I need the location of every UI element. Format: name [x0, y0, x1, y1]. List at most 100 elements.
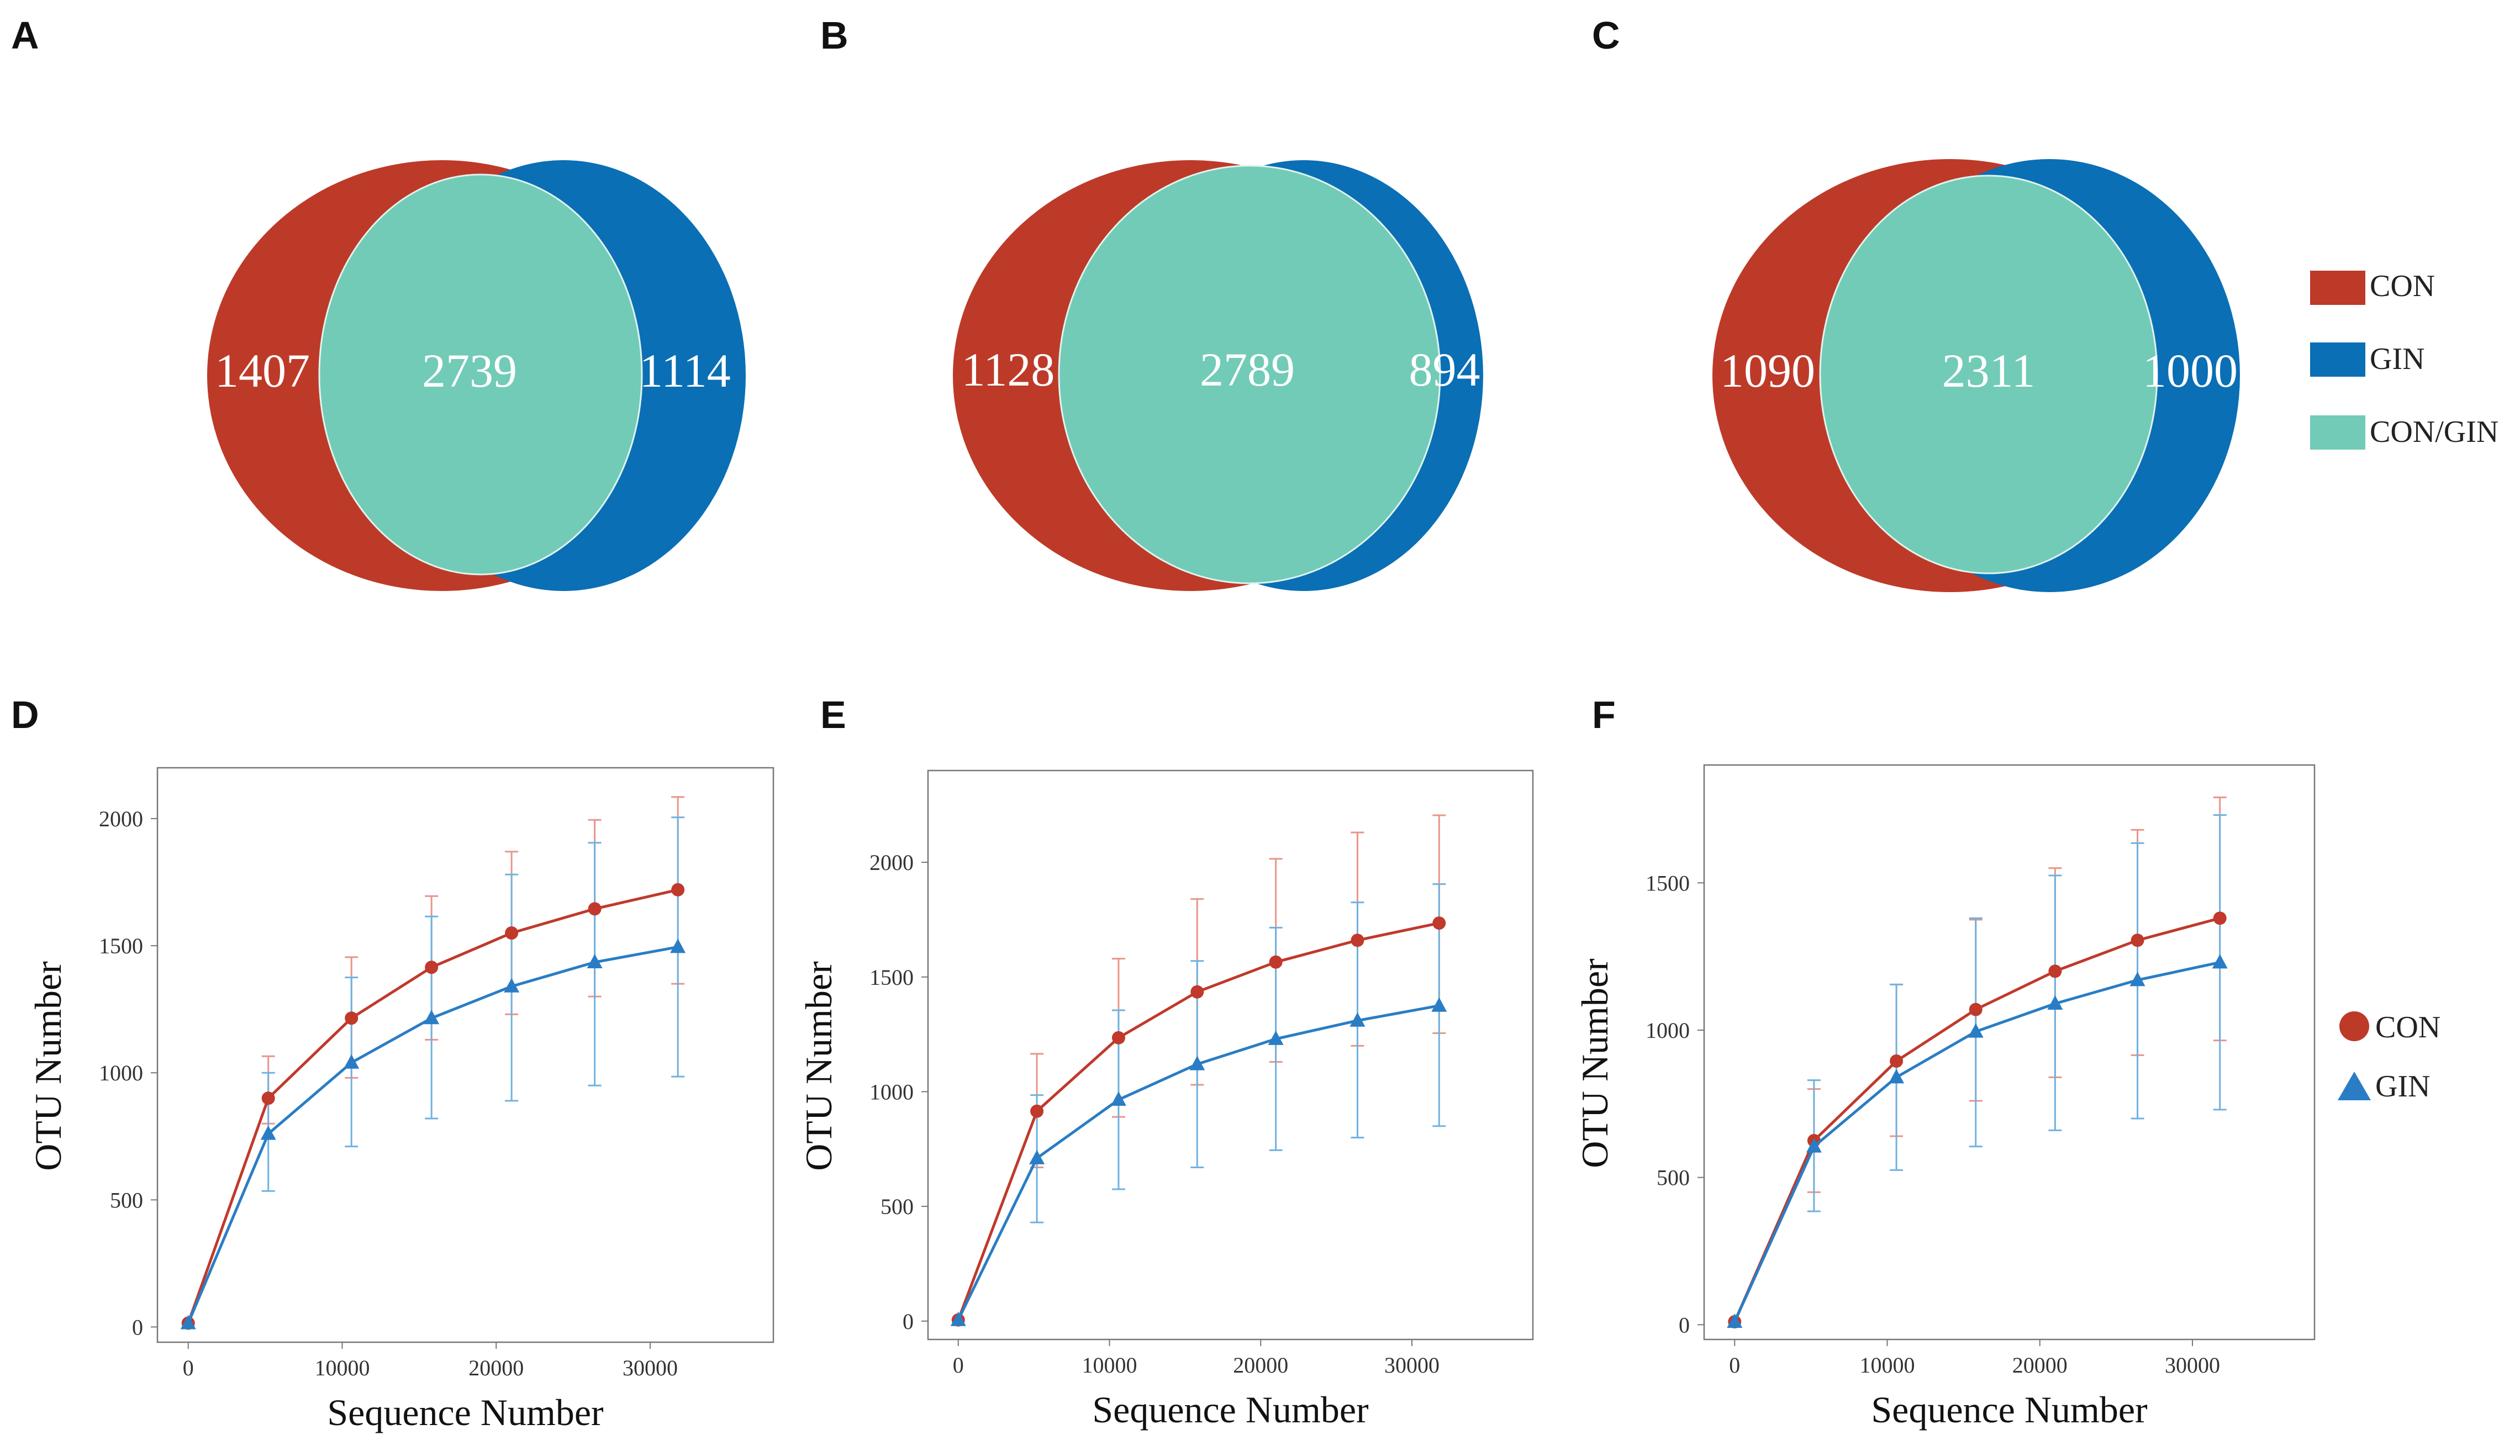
venn-a-shared-count: 2739: [422, 344, 517, 397]
point-e-con-5: [1351, 933, 1364, 947]
point-d-gin-1: [260, 1125, 276, 1140]
y-tick-label-d-3: 1500: [99, 933, 143, 958]
y-tick-label-e-2: 1000: [869, 1079, 914, 1104]
point-f-gin-0: [1727, 1313, 1743, 1328]
point-d-gin-0: [180, 1315, 196, 1330]
venn-a-con-count: 1407: [215, 344, 310, 397]
curve-legend-con-label: CON: [2375, 1010, 2440, 1044]
x-axis-title-e: Sequence Number: [1092, 1389, 1369, 1431]
point-d-con-1: [261, 1091, 275, 1105]
point-e-con-4: [1269, 955, 1283, 969]
x-tick-label-d-1: 10000: [315, 1355, 370, 1380]
point-d-gin-5: [587, 954, 603, 969]
point-e-con-6: [1432, 916, 1446, 930]
point-d-gin-6: [670, 938, 686, 953]
venn-b-shared-count: 2789: [1200, 343, 1295, 396]
venn-legend-gin-label: GIN: [2370, 342, 2425, 376]
series-line-e-con: [957, 921, 1440, 1321]
y-tick-label-f-2: 1000: [1646, 1018, 1690, 1043]
series-line-d-gin: [187, 945, 678, 1324]
point-e-con-2: [1111, 1031, 1125, 1044]
point-e-gin-6: [1431, 997, 1447, 1012]
x-axis-title-f: Sequence Number: [1871, 1389, 2148, 1431]
point-d-gin-3: [424, 1010, 440, 1025]
y-axis-title-e: OTU Number: [798, 961, 840, 1171]
venn-a-overlap: [318, 173, 643, 576]
point-e-con-1: [1030, 1104, 1044, 1118]
curve-legend: CON GIN: [2338, 1010, 2440, 1104]
venn-diagram-a: 1407 2739 1114: [207, 160, 746, 591]
panel-label-f: F: [1592, 693, 1616, 736]
panel-label-b: B: [820, 14, 848, 57]
point-f-gin-3: [1968, 1023, 1984, 1038]
series-line-d-con: [187, 888, 678, 1324]
point-e-con-3: [1190, 985, 1204, 999]
x-axis-title-d: Sequence Number: [327, 1391, 604, 1433]
y-tick-label-f-0: 0: [1679, 1312, 1690, 1337]
venn-c-gin-count: 1000: [2143, 344, 2238, 397]
point-d-con-3: [425, 961, 439, 974]
plot-frame-f: [1703, 764, 2316, 1341]
y-tick-label-d-1: 500: [110, 1188, 143, 1212]
point-d-gin-2: [344, 1054, 360, 1069]
venn-c-overlap: [1819, 175, 2158, 574]
venn-legend-shared-label: CON/GIN: [2370, 415, 2498, 449]
point-f-con-6: [2213, 911, 2227, 925]
point-d-con-4: [505, 926, 519, 940]
plot-frame-d: [156, 767, 774, 1343]
point-e-gin-0: [950, 1311, 966, 1326]
point-d-gin-4: [504, 978, 520, 993]
venn-diagram-b: 1128 2789 894: [953, 160, 1483, 591]
x-tick-label-f-1: 10000: [1860, 1353, 1915, 1378]
venn-legend-shared-swatch: [2310, 415, 2365, 450]
point-f-gin-2: [1889, 1069, 1905, 1084]
plot-frame-e: [927, 769, 1534, 1341]
y-tick-label-e-4: 2000: [869, 850, 914, 875]
y-tick-label-d-2: 1000: [99, 1061, 143, 1085]
y-axis-title-f: OTU Number: [1574, 958, 1616, 1168]
y-tick-label-f-3: 1500: [1646, 871, 1690, 895]
y-tick-label-e-0: 0: [903, 1309, 914, 1334]
venn-b-overlap: [1058, 165, 1441, 584]
venn-legend-con-label: CON: [2370, 269, 2435, 303]
point-e-gin-3: [1189, 1056, 1205, 1070]
venn-legend-gin-swatch: [2310, 342, 2365, 377]
venn-diagram-c: 1090 2311 1000: [1712, 159, 2240, 592]
y-axis-title-d: OTU Number: [27, 961, 69, 1171]
x-tick-label-e-0: 0: [953, 1353, 964, 1378]
point-f-gin-5: [2129, 972, 2145, 987]
curve-legend-gin-marker: [2338, 1072, 2371, 1100]
x-tick-label-e-2: 20000: [1233, 1353, 1288, 1378]
y-tick-label-d-4: 2000: [99, 806, 143, 831]
point-d-con-5: [588, 902, 602, 916]
venn-a-gin-count: 1114: [639, 344, 731, 397]
point-f-gin-6: [2212, 954, 2228, 969]
venn-c-con-count: 1090: [1720, 344, 1815, 397]
point-f-con-2: [1890, 1054, 1904, 1068]
y-tick-label-d-0: 0: [132, 1315, 143, 1339]
x-tick-label-e-3: 30000: [1384, 1353, 1440, 1378]
x-tick-label-d-0: 0: [183, 1355, 194, 1380]
x-tick-label-e-1: 10000: [1082, 1353, 1137, 1378]
venn-b-gin-count: 894: [1409, 343, 1480, 396]
point-e-gin-1: [1029, 1149, 1045, 1164]
venn-legend-con-swatch: [2310, 271, 2365, 305]
point-f-con-3: [1969, 1003, 1983, 1016]
point-e-gin-4: [1268, 1030, 1284, 1045]
panel-label-c: C: [1592, 14, 1620, 57]
y-tick-label-f-1: 500: [1657, 1165, 1690, 1190]
point-f-con-5: [2131, 933, 2144, 947]
point-e-gin-5: [1349, 1012, 1366, 1027]
venn-b-con-count: 1128: [962, 343, 1055, 396]
point-d-con-2: [345, 1011, 359, 1025]
rarefaction-chart-f: 0 500 1000 1500 0 10000 20000 30000 Sequence Num…: [1574, 764, 2316, 1431]
x-tick-label-d-2: 20000: [468, 1355, 524, 1380]
panel-label-d: D: [11, 693, 39, 736]
panel-label-e: E: [820, 693, 846, 736]
curve-legend-gin-label: GIN: [2375, 1069, 2431, 1104]
x-tick-label-f-2: 20000: [2012, 1353, 2068, 1378]
point-f-con-4: [2048, 964, 2062, 978]
x-tick-label-d-3: 30000: [623, 1355, 678, 1380]
